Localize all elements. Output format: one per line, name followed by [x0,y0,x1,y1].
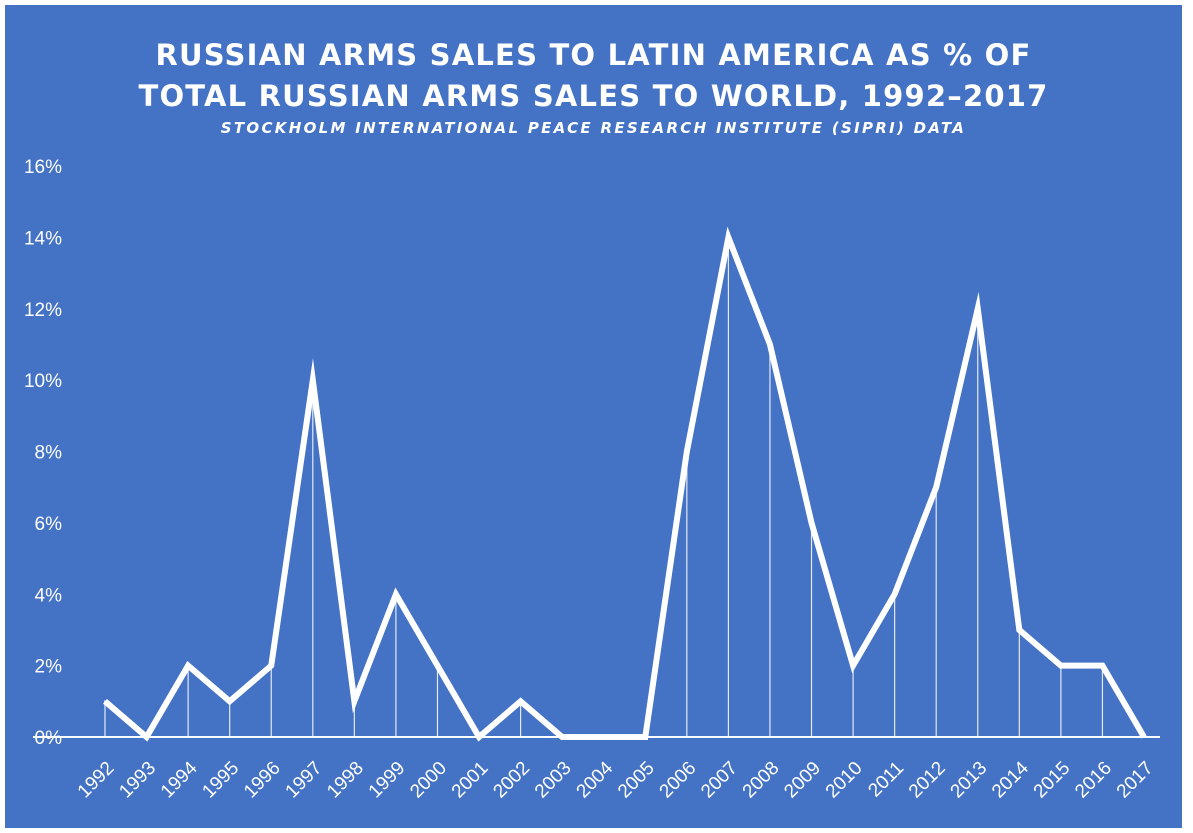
x-tick-label: 2012 [905,758,950,803]
data-point [1143,736,1145,738]
x-tick-label: 1997 [282,758,327,803]
data-point [104,700,106,703]
y-tick-label: 16% [24,157,62,178]
data-point [685,450,688,453]
y-tick-label: 4% [35,585,63,606]
data-point [561,736,564,738]
line-chart: 0%2%4%6%8%10%12%14%16% 19921993199419951… [24,157,1160,802]
data-points [104,236,1145,738]
chart-subtitle: STOCKHOLM INTERNATIONAL PEACE RESEARCH I… [220,119,967,137]
x-tick-label: 2007 [697,758,742,803]
x-tick-label: 2004 [573,757,618,802]
data-point [644,736,647,738]
x-tick-label: 2008 [739,758,784,803]
data-point [270,664,273,667]
y-tick-label: 12% [24,300,62,321]
data-point [145,736,148,738]
x-tick-label: 2016 [1071,758,1116,803]
drop-lines [104,237,1104,737]
data-point [976,307,979,310]
data-point [187,664,190,667]
x-tick-label: 1996 [240,758,285,803]
data-point [1059,664,1062,667]
data-point [727,236,730,239]
series-line [103,226,1147,742]
y-tick-label: 2% [35,657,63,678]
x-tick-label: 2010 [822,758,867,803]
data-point [810,521,813,524]
y-tick-label: 8% [35,443,63,464]
data-point [394,593,397,596]
y-tick-label: 14% [24,228,62,249]
x-tick-label: 2005 [614,758,659,803]
data-point [353,700,356,703]
chart-title: RUSSIAN ARMS SALES TO LATIN AMERICA AS %… [5,35,1182,117]
x-tick-label: 2014 [988,757,1033,802]
x-tick-label: 1999 [365,758,410,803]
x-tick-label: 2002 [489,758,534,803]
x-tick-label: 2009 [780,758,825,803]
chart-area: RUSSIAN ARMS SALES TO LATIN AMERICA AS %… [5,5,1182,828]
data-point [893,593,896,596]
chart-title-line-1: RUSSIAN ARMS SALES TO LATIN AMERICA AS %… [155,38,1032,72]
data-point [1101,664,1104,667]
chart-title-line-2: TOTAL RUSSIAN ARMS SALES TO WORLD, 1992–… [138,79,1049,113]
y-tick-label: 6% [35,514,63,535]
x-tick-label: 2003 [531,758,576,803]
x-tick-label: 1994 [157,757,202,802]
y-axis-tick-labels: 0% 2% 4% 6% 8% 10% 12% 14% 16% [24,157,62,749]
x-tick-label: 1992 [74,758,119,803]
data-point [602,736,605,738]
data-point [935,486,938,489]
data-point [519,700,522,703]
x-tick-label: 2000 [406,758,451,803]
data-point [1018,628,1021,631]
data-point [768,343,771,346]
x-tick-label: 1993 [115,758,160,803]
y-tick-label: 10% [24,371,62,392]
data-point [436,664,439,667]
x-tick-label: 2011 [864,758,908,802]
x-tick-label: 2001 [448,758,493,803]
data-point [478,736,481,738]
data-point [311,379,314,382]
y-tick-label: 0% [35,728,63,749]
data-point [852,664,855,667]
x-tick-label: 1995 [198,758,243,803]
data-point [228,700,231,703]
x-tick-label: 2013 [947,758,992,803]
x-axis-tick-labels: 1992199319941995199619971998199920002001… [74,757,1158,802]
x-tick-label: 2006 [656,758,701,803]
x-tick-label: 2015 [1030,758,1075,803]
x-tick-label: 1998 [323,758,368,803]
x-tick-label: 2017 [1113,758,1158,803]
